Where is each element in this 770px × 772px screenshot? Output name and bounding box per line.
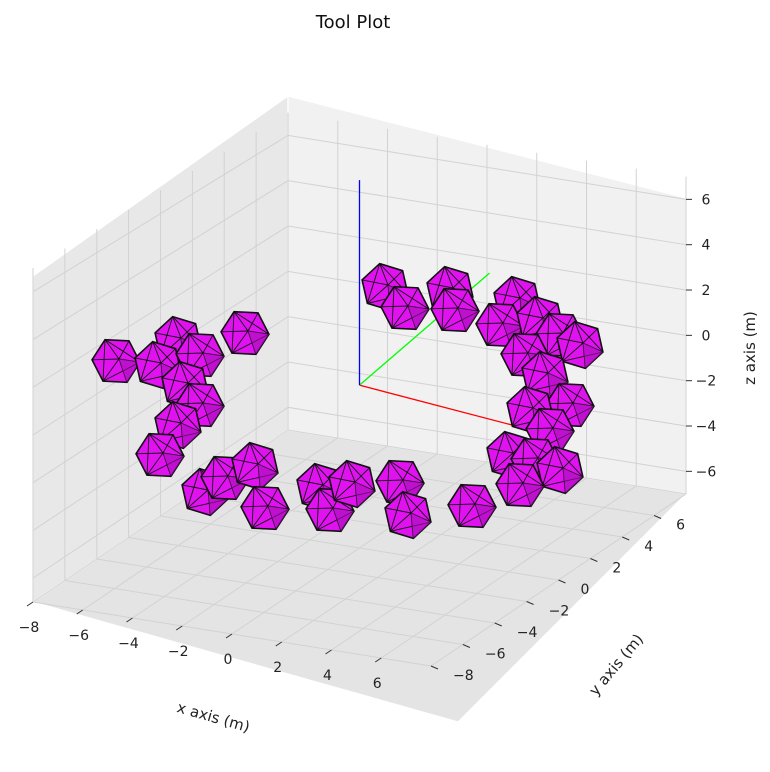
icosahedron-marker [380,285,430,331]
floor-grid-y [256,451,655,516]
y-tick-label: 0 [581,582,590,598]
floor-grid-y [96,558,495,624]
icosahedron-marker [154,400,202,450]
axis-ticks: −8 −6 −4 −2 0 2 4 6 −8 −6 −4 −2 0 2 4 6 −6 −4 −2 0 2 4 6 [19,192,717,692]
y-tick-label: −8 [453,668,474,684]
floor-grid-y [160,515,559,581]
x-tick-label: −4 [118,636,139,652]
x-tick-mark [26,601,34,607]
x-axis-label: x axis (m) [175,698,252,736]
x-tick-mark [76,609,84,615]
x-tick-label: −8 [19,620,40,636]
x-tick-label: 6 [373,676,382,692]
z-tick-label: −2 [696,374,717,390]
x-tick-label: −2 [168,644,189,660]
icosahedron-marker [135,432,185,478]
y-tick-mark [494,622,502,627]
x-tick-mark [175,625,183,631]
y-tick-label: −6 [485,647,506,663]
icosahedron-marker [328,459,376,509]
icosahedron-marker [240,485,290,531]
x-tick-label: 2 [273,660,282,676]
x-tick-label: −6 [68,628,89,644]
x-tick-mark [325,649,332,655]
y-tick-mark [622,536,630,541]
y-tick-mark [462,644,471,648]
icosahedron-marker [220,310,270,356]
icosahedron-marker [375,459,425,505]
x-tick-label: 0 [224,652,233,668]
grid-z [32,134,687,293]
y-tick-label: 2 [612,561,621,577]
floor-grid-y [128,537,527,602]
x-tick-mark [126,617,133,623]
y-tick-label: 4 [644,539,653,555]
y-tick-mark [653,515,662,519]
z-tick-label: −4 [696,419,717,435]
y-tick-label: −4 [517,625,538,641]
z-tick-label: 6 [702,192,711,208]
x-tick-mark [225,633,233,639]
z-tick-label: −6 [696,464,717,480]
icosahedron-marker [556,320,604,370]
z-tick-label: 0 [702,328,711,344]
icosahedron-marker [384,490,432,540]
y-tick-mark [526,601,534,605]
x-tick-label: 4 [323,668,332,684]
y-axis-label: y axis (m) [585,630,647,699]
y-tick-mark [558,579,566,584]
floor-grid-y [287,429,687,495]
icosahedron-marker [91,338,141,384]
z-tick-label: 4 [702,238,711,254]
icosahedron-markers [91,262,604,540]
z-axis-label: z axis (m) [741,311,759,385]
icosahedron-marker [495,462,545,508]
y-tick-label: −2 [549,604,570,620]
z-tick-label: 2 [702,283,711,299]
y-tick-mark [430,665,439,670]
icosahedron-marker [430,287,480,333]
y-tick-mark [590,558,598,562]
icosahedron-marker [447,483,497,529]
x-tick-mark [275,641,283,647]
y-tick-label: 6 [676,518,685,534]
icosahedron-marker [231,441,279,491]
floor-grid-y [64,580,463,645]
x-tick-mark [374,657,382,663]
grid-z [32,180,687,340]
grid-z [32,225,687,388]
icosahedron-marker [536,445,584,495]
chart-title: Tool Plot [315,12,391,33]
